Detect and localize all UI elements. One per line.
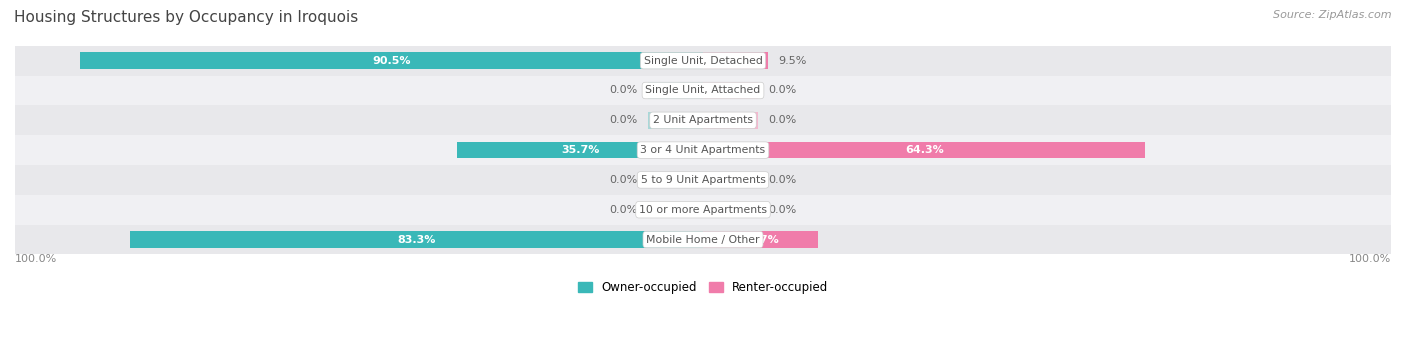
Bar: [15, 225, 1391, 254]
Bar: [457, 142, 703, 158]
Text: 3 or 4 Unit Apartments: 3 or 4 Unit Apartments: [641, 145, 765, 155]
Text: 0.0%: 0.0%: [609, 115, 638, 125]
Text: 10 or more Apartments: 10 or more Apartments: [638, 205, 768, 215]
Text: 0.0%: 0.0%: [609, 205, 638, 215]
Bar: [15, 165, 1391, 195]
Bar: [15, 46, 1391, 76]
Text: Mobile Home / Other: Mobile Home / Other: [647, 235, 759, 245]
Bar: [648, 82, 703, 99]
Bar: [648, 201, 703, 218]
Text: Housing Structures by Occupancy in Iroquois: Housing Structures by Occupancy in Iroqu…: [14, 10, 359, 25]
Text: 0.0%: 0.0%: [768, 175, 797, 185]
Bar: [703, 82, 758, 99]
Bar: [15, 135, 1391, 165]
Text: 9.5%: 9.5%: [779, 56, 807, 66]
Bar: [80, 52, 703, 69]
Text: 16.7%: 16.7%: [741, 235, 780, 245]
Text: 2 Unit Apartments: 2 Unit Apartments: [652, 115, 754, 125]
Text: Single Unit, Attached: Single Unit, Attached: [645, 86, 761, 95]
Bar: [648, 112, 703, 129]
Text: 5 to 9 Unit Apartments: 5 to 9 Unit Apartments: [641, 175, 765, 185]
Text: Single Unit, Detached: Single Unit, Detached: [644, 56, 762, 66]
Bar: [15, 195, 1391, 225]
Bar: [703, 112, 758, 129]
Text: 35.7%: 35.7%: [561, 145, 599, 155]
Bar: [15, 76, 1391, 105]
Bar: [129, 231, 703, 248]
Bar: [15, 105, 1391, 135]
Text: Source: ZipAtlas.com: Source: ZipAtlas.com: [1274, 10, 1392, 20]
Text: 0.0%: 0.0%: [768, 86, 797, 95]
Bar: [703, 231, 818, 248]
Text: 0.0%: 0.0%: [768, 115, 797, 125]
Bar: [648, 172, 703, 188]
Text: 64.3%: 64.3%: [905, 145, 943, 155]
Text: 83.3%: 83.3%: [398, 235, 436, 245]
Text: 100.0%: 100.0%: [15, 254, 58, 264]
Bar: [703, 52, 768, 69]
Text: 0.0%: 0.0%: [768, 205, 797, 215]
Bar: [703, 172, 758, 188]
Bar: [703, 142, 1146, 158]
Text: 0.0%: 0.0%: [609, 175, 638, 185]
Bar: [703, 201, 758, 218]
Legend: Owner-occupied, Renter-occupied: Owner-occupied, Renter-occupied: [578, 281, 828, 294]
Text: 100.0%: 100.0%: [1348, 254, 1391, 264]
Text: 0.0%: 0.0%: [609, 86, 638, 95]
Text: 90.5%: 90.5%: [373, 56, 411, 66]
